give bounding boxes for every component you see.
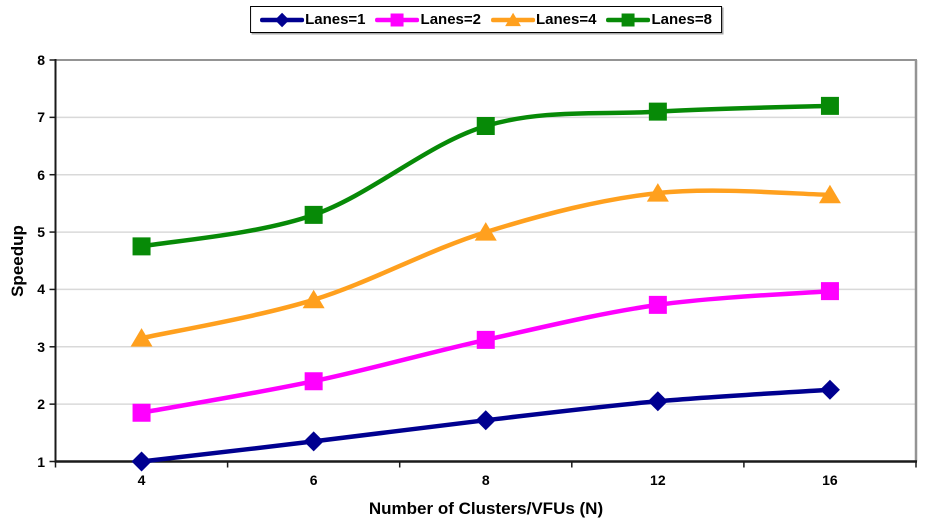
series-marker-lanes-8-6: [304, 205, 323, 224]
y-tick-label-3: 3: [37, 338, 45, 355]
x-tick-label-12: 12: [650, 472, 666, 488]
y-tick-label-2: 2: [37, 396, 45, 413]
legend-item-lanes-8: Lanes=8: [606, 11, 712, 29]
series-marker-lanes-8-16: [820, 96, 839, 115]
y-tick-label-6: 6: [37, 166, 45, 183]
x-tick-label-6: 6: [309, 472, 318, 488]
series-marker-lanes-4-4: [130, 328, 153, 347]
y-tick-label-8: 8: [37, 52, 45, 68]
series-marker-lanes-1-8: [475, 410, 496, 431]
legend-item-lanes-1: Lanes=1: [260, 11, 366, 29]
legend-item-label: Lanes=2: [420, 11, 481, 28]
series-marker-lanes-2-6: [304, 372, 323, 391]
legend-item-lanes-2: Lanes=2: [375, 11, 481, 29]
legend-item-label: Lanes=1: [305, 11, 366, 28]
series-marker-lanes-4-16: [818, 184, 841, 204]
x-tick-label-4: 4: [137, 472, 146, 488]
series-marker-lanes-1-6: [303, 431, 324, 452]
x-axis-title: Number of Clusters/VFUs (N): [368, 499, 604, 518]
diamond-marker-icon: [260, 12, 305, 27]
series-marker-lanes-8-8: [476, 116, 495, 135]
legend-item-label: Lanes=4: [536, 11, 597, 28]
y-tick-label-1: 1: [37, 453, 45, 470]
square-marker-icon: [606, 13, 651, 26]
series-marker-lanes-4-12: [646, 183, 669, 202]
y-axis-title: Speedup: [8, 225, 27, 297]
series-marker-lanes-2-16: [820, 282, 839, 301]
series-line-lanes-4: [139, 188, 833, 341]
series-marker-lanes-1-16: [819, 379, 840, 400]
square-marker-icon: [375, 13, 420, 26]
y-tick-label-5: 5: [37, 224, 45, 241]
series-marker-lanes-4-8: [474, 222, 497, 241]
y-tick-label-7: 7: [37, 109, 45, 126]
series-marker-lanes-8-4: [132, 237, 151, 256]
series-marker-lanes-2-8: [476, 330, 495, 349]
series-marker-lanes-2-12: [648, 295, 667, 314]
legend-item-label: Lanes=8: [651, 11, 712, 28]
series-marker-lanes-8-12: [648, 102, 667, 121]
legend-item-lanes-4: Lanes=4: [491, 11, 596, 29]
y-tick-label-4: 4: [37, 281, 45, 298]
series-marker-lanes-1-12: [647, 391, 668, 412]
x-tick-label-8: 8: [481, 472, 490, 488]
legend: Lanes=1 Lanes=2 Lanes=4 Lanes=8: [250, 6, 722, 33]
series-marker-lanes-1-4: [131, 451, 152, 472]
series-marker-lanes-2-4: [132, 403, 151, 422]
x-tick-label-16: 16: [822, 472, 838, 488]
series-marker-lanes-4-6: [302, 289, 325, 309]
triangle-marker-icon: [491, 12, 535, 26]
